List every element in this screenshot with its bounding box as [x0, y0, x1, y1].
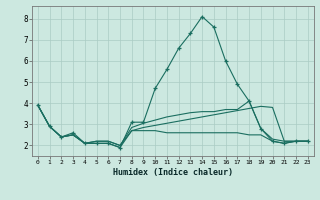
X-axis label: Humidex (Indice chaleur): Humidex (Indice chaleur)	[113, 168, 233, 177]
